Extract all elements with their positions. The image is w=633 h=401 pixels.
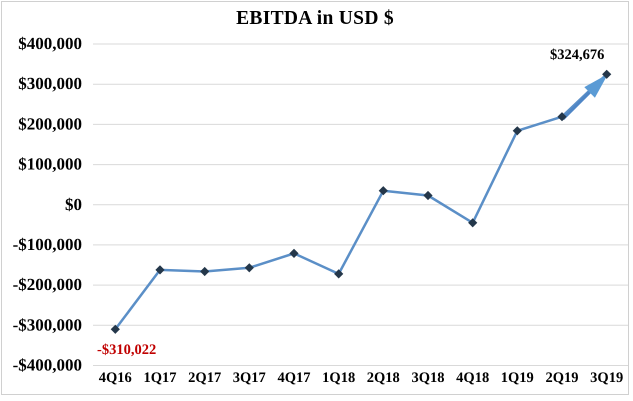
svg-text:1Q19: 1Q19 <box>501 370 534 386</box>
svg-text:2Q19: 2Q19 <box>545 370 578 386</box>
svg-text:$300,000: $300,000 <box>18 74 82 93</box>
svg-text:-$200,000: -$200,000 <box>13 275 82 294</box>
svg-text:$400,000: $400,000 <box>18 34 82 53</box>
svg-text:3Q17: 3Q17 <box>233 370 266 386</box>
svg-text:2Q17: 2Q17 <box>188 370 221 386</box>
svg-text:3Q18: 3Q18 <box>411 370 444 386</box>
svg-text:1Q18: 1Q18 <box>322 370 355 386</box>
svg-text:3Q19: 3Q19 <box>590 370 623 386</box>
svg-text:-$100,000: -$100,000 <box>13 235 82 254</box>
svg-text:$100,000: $100,000 <box>18 155 82 174</box>
svg-text:-$300,000: -$300,000 <box>13 315 82 334</box>
svg-text:$200,000: $200,000 <box>18 114 82 133</box>
svg-text:$0: $0 <box>65 195 82 214</box>
svg-text:-$310,022: -$310,022 <box>97 342 156 358</box>
svg-text:-$400,000: -$400,000 <box>13 356 82 375</box>
svg-text:4Q18: 4Q18 <box>456 370 489 386</box>
svg-text:4Q16: 4Q16 <box>99 370 132 386</box>
svg-text:1Q17: 1Q17 <box>143 370 176 386</box>
svg-text:4Q17: 4Q17 <box>277 370 310 386</box>
svg-text:2Q18: 2Q18 <box>367 370 400 386</box>
svg-text:$324,676: $324,676 <box>550 47 604 63</box>
